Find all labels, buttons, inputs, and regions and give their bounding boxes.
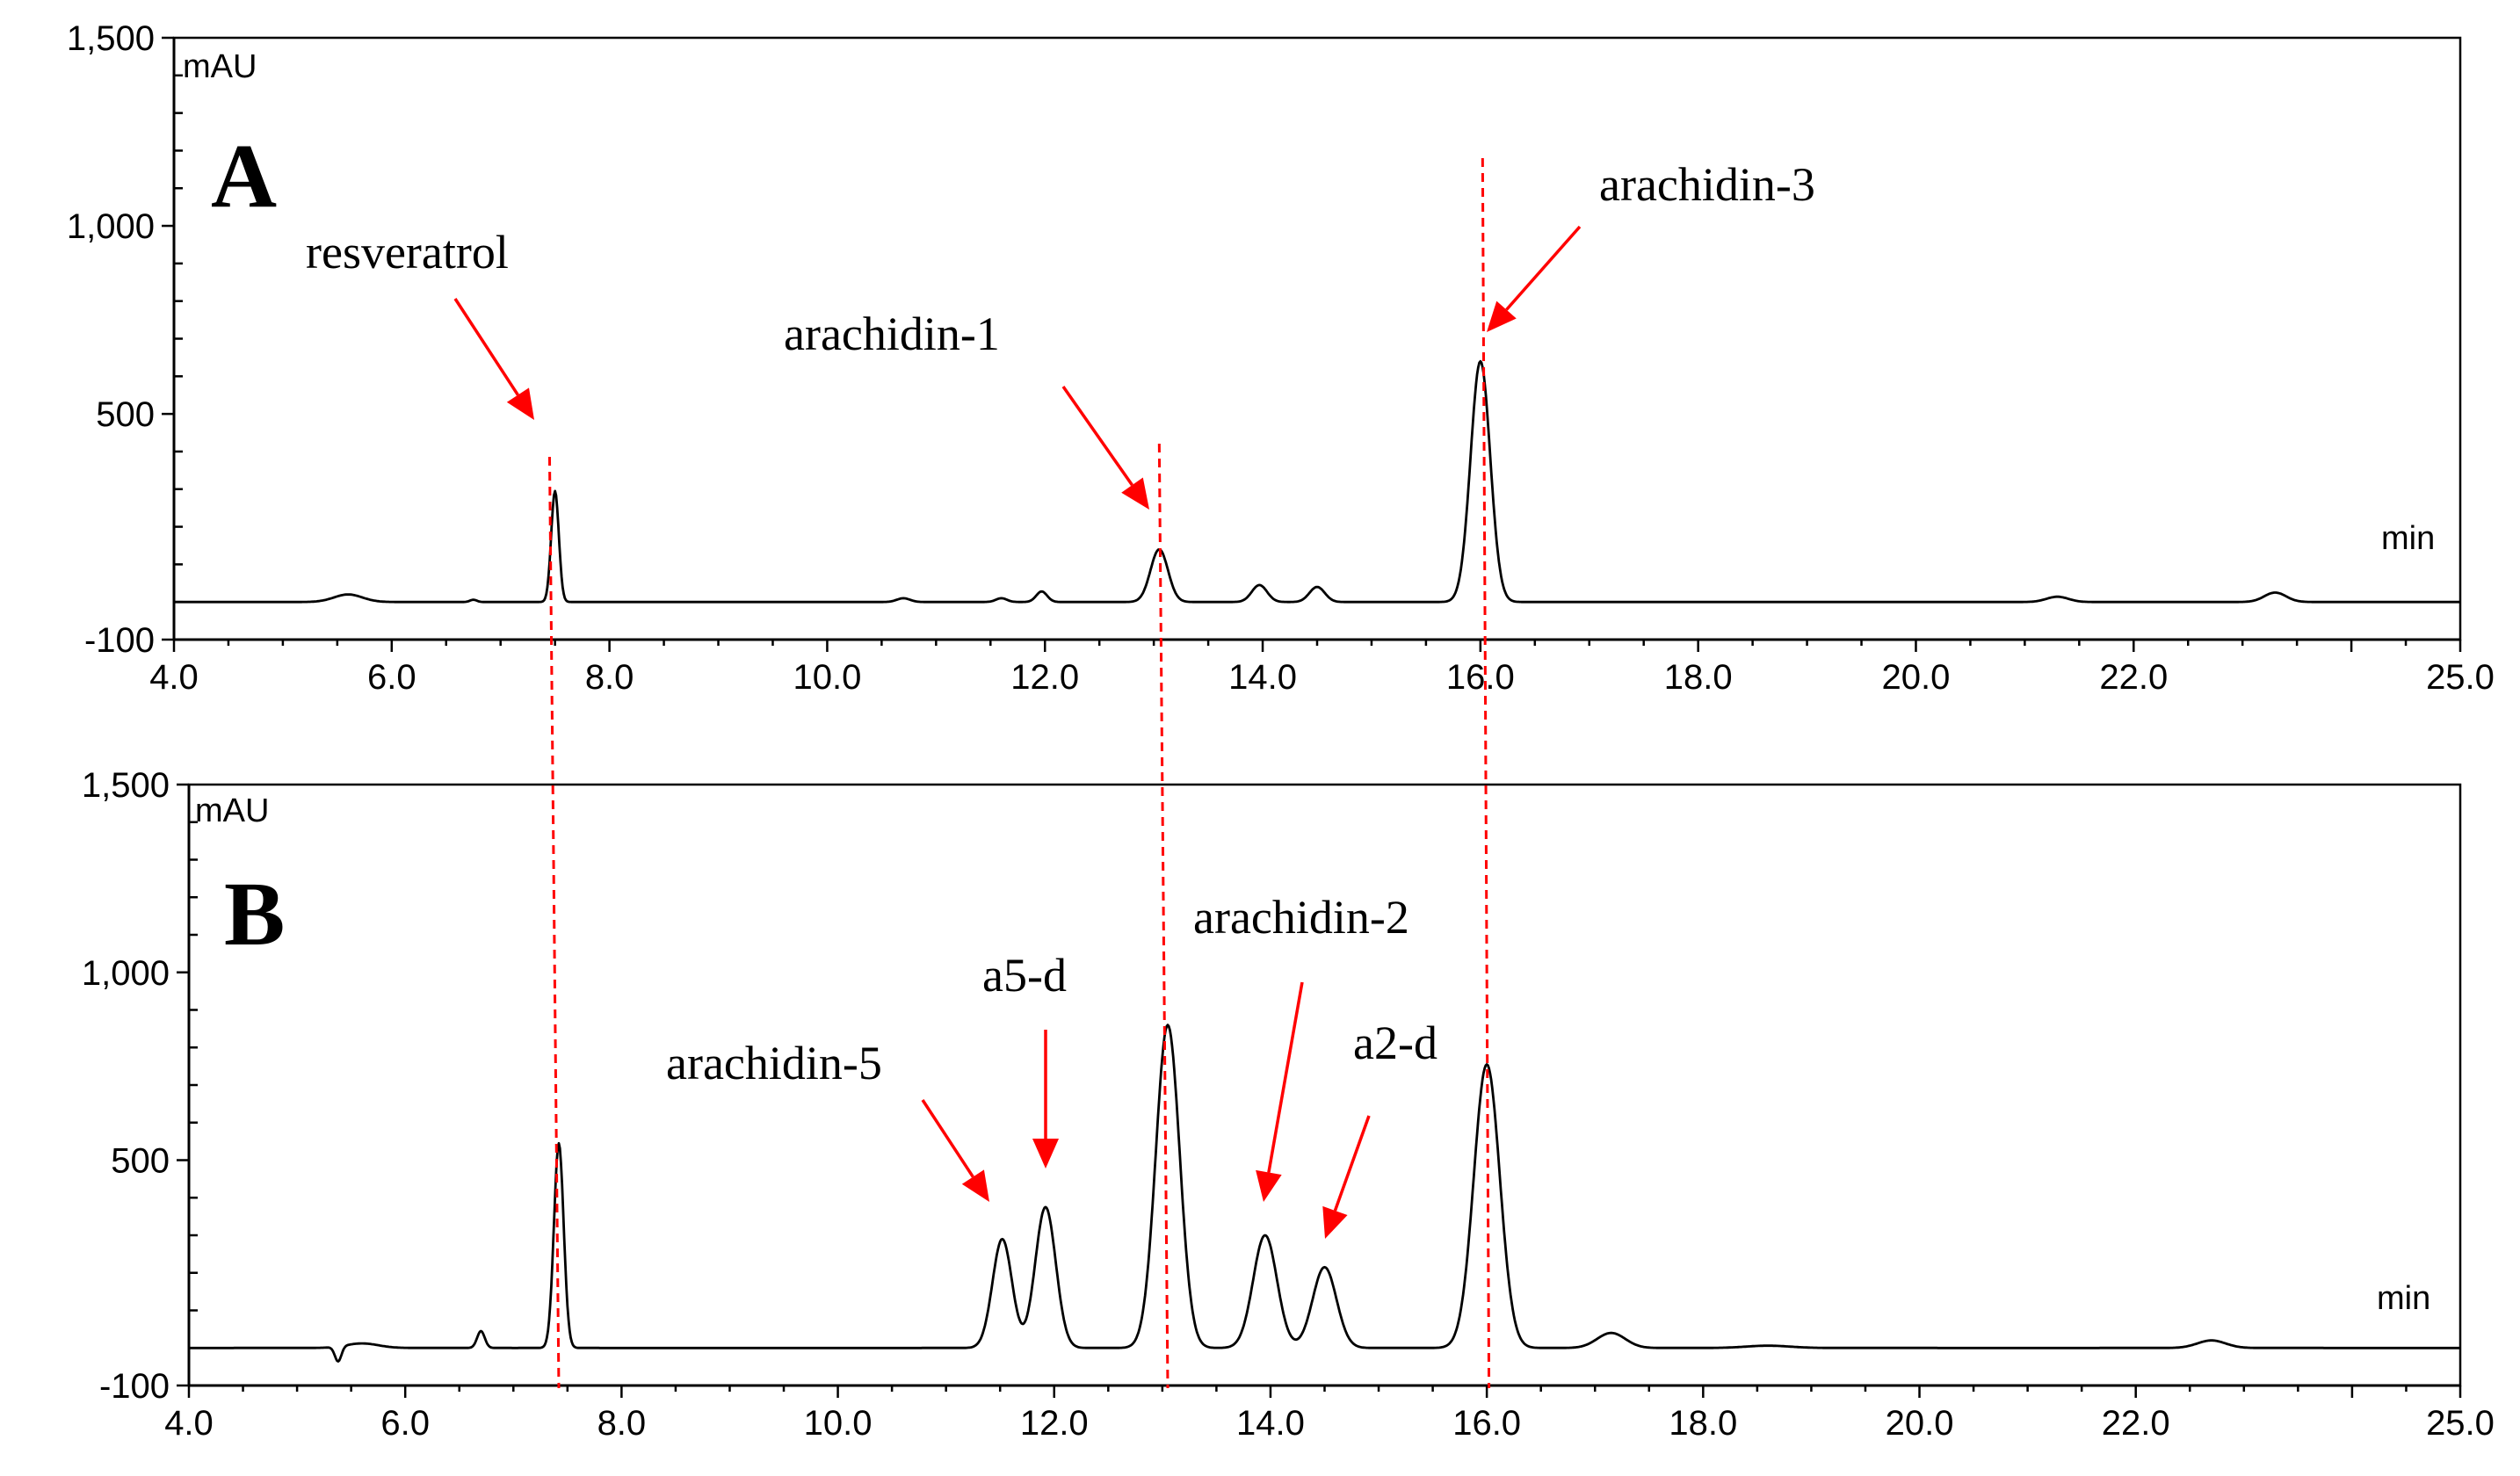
y-tick-label: 1,000 xyxy=(67,207,155,246)
x-tick-label: 8.0 xyxy=(597,1404,647,1443)
x-tick-label: 6.0 xyxy=(367,658,416,697)
x-tick-label: 22.0 xyxy=(2099,658,2168,697)
annotation-arrow-shaft xyxy=(1061,385,1133,487)
retention-guide-line xyxy=(1481,157,1491,1389)
chromatogram-trace xyxy=(173,359,2461,604)
annotation-arrow-head xyxy=(1032,1139,1059,1168)
annotation-arrow-head xyxy=(1487,300,1517,332)
peak-annotation-label: arachidin-1 xyxy=(784,308,1000,360)
x-tick-label: 4.0 xyxy=(149,658,199,697)
annotation-arrow-shaft xyxy=(1505,225,1582,311)
y-tick-label: -100 xyxy=(99,1367,170,1406)
peak-annotation-label: arachidin-2 xyxy=(1193,891,1409,944)
x-tick-label: 25.0 xyxy=(2426,1404,2495,1443)
y-tick-label: 1,500 xyxy=(82,766,170,805)
x-tick-label: 16.0 xyxy=(1452,1404,1521,1443)
panel-letter: A xyxy=(211,126,277,227)
x-tick-label: 12.0 xyxy=(1020,1404,1089,1443)
y-tick-label: 1,500 xyxy=(67,19,155,58)
y-tick-label: 1,000 xyxy=(82,954,170,993)
x-tick-label: 20.0 xyxy=(1882,658,1951,697)
peak-annotations: resveratrol arachidin-1 arachidin-3 arachid… xyxy=(306,158,1815,1239)
plot-frame xyxy=(172,36,2462,641)
retention-time-guides xyxy=(547,157,1491,1389)
retention-guide-line xyxy=(547,456,561,1389)
y-tick-label: 500 xyxy=(111,1142,170,1181)
annotation-arrow-shaft xyxy=(1333,1115,1371,1212)
annotation-arrow-head xyxy=(1322,1205,1348,1239)
y-axis-unit-label: mAU xyxy=(183,48,257,85)
annotation-arrow-shaft xyxy=(453,298,519,396)
peak-annotation-label: a2-d xyxy=(1353,1017,1437,1069)
x-tick-label: 12.0 xyxy=(1010,658,1079,697)
chromatogram-panel-b: -100 500 1,000 1,500 4.0 6.0 8.0 10.0 12.0 14.0 16… xyxy=(82,766,2495,1443)
annotation-arrow-head xyxy=(1256,1169,1282,1202)
x-tick-label: 8.0 xyxy=(585,658,634,697)
y-axis-unit-label: mAU xyxy=(195,792,269,829)
x-tick-label: 6.0 xyxy=(380,1404,430,1443)
chromatogram-panel-a: -100 500 1,000 1,500 4.0 6.0 8.0 10.0 12.0 14.0 16… xyxy=(67,19,2495,697)
x-tick-label: 20.0 xyxy=(1886,1404,1954,1443)
x-tick-label: 22.0 xyxy=(2102,1404,2170,1443)
y-tick-label: -100 xyxy=(84,621,155,660)
x-tick-label: 4.0 xyxy=(164,1404,214,1443)
y-tick-label: 500 xyxy=(96,395,155,434)
annotation-arrow-head xyxy=(961,1169,989,1202)
annotation-arrow-shaft xyxy=(921,1099,974,1178)
retention-guide-line xyxy=(1157,443,1169,1389)
panel-letter: B xyxy=(224,864,285,965)
peak-annotation-label: arachidin-5 xyxy=(666,1037,882,1089)
x-tick-label: 14.0 xyxy=(1236,1404,1305,1443)
chromatogram-trace xyxy=(188,1024,2461,1363)
annotation-arrow-head xyxy=(1121,477,1149,510)
peak-annotation-label: a5-d xyxy=(982,949,1067,1002)
peak-annotation-label: resveratrol xyxy=(306,226,509,279)
plot-frame xyxy=(187,783,2462,1387)
x-tick-label: 10.0 xyxy=(793,658,861,697)
x-tick-label: 25.0 xyxy=(2426,658,2495,697)
x-tick-label: 14.0 xyxy=(1228,658,1297,697)
x-axis-unit-label: min xyxy=(2381,520,2435,557)
annotation-arrow-shaft xyxy=(1267,981,1304,1173)
x-tick-label: 18.0 xyxy=(1669,1404,1737,1443)
annotation-arrow-head xyxy=(506,387,534,420)
x-tick-label: 10.0 xyxy=(804,1404,873,1443)
peak-annotation-label: arachidin-3 xyxy=(1599,158,1815,211)
x-axis-unit-label: min xyxy=(2377,1280,2430,1317)
x-tick-label: 18.0 xyxy=(1664,658,1733,697)
x-tick-label: 16.0 xyxy=(1446,658,1515,697)
